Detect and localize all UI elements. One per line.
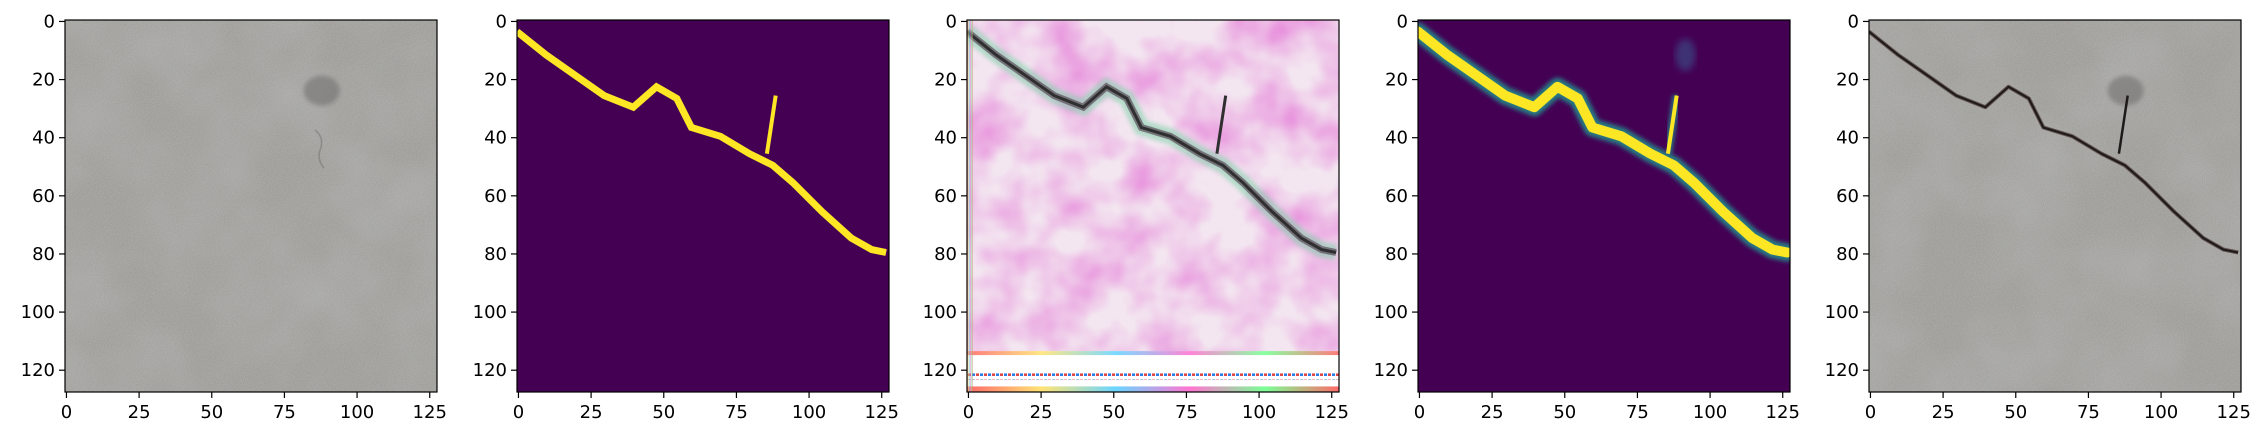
y-tick-label: 20 <box>1836 70 1859 91</box>
panel-1: 0 25 50 75 100 125 0 20 40 60 80 100 120 <box>21 11 447 423</box>
y-tick-label: 40 <box>484 128 507 149</box>
x-tick-label: 125 <box>865 402 899 423</box>
x-tick-label: 25 <box>1481 402 1504 423</box>
x-tick-label: 100 <box>2144 402 2178 423</box>
panel-2: 0 25 50 75 100 125 0 20 40 60 80 100 120 <box>473 11 899 423</box>
x-tick-label: 0 <box>513 402 524 423</box>
y-tick-label: 0 <box>496 11 507 32</box>
y-tick-label: 100 <box>21 302 55 323</box>
y-tick-label: 80 <box>934 244 957 265</box>
y-tick-label: 80 <box>32 244 55 265</box>
panel-image-2 <box>517 20 889 392</box>
x-tick-label: 100 <box>340 402 374 423</box>
y-tick-label: 120 <box>1825 360 1859 381</box>
panel-image-1 <box>65 20 437 392</box>
y-tick-label: 0 <box>44 11 55 32</box>
y-tick-label: 120 <box>923 360 957 381</box>
y-tick-label: 120 <box>1374 360 1408 381</box>
x-tick-label: 25 <box>1030 402 1053 423</box>
x-tick-label: 50 <box>652 402 675 423</box>
x-tick-label: 100 <box>1242 402 1276 423</box>
x-tick-label: 50 <box>2004 402 2027 423</box>
x-tick-label: 25 <box>128 402 151 423</box>
y-tick-label: 120 <box>21 360 55 381</box>
y-tick-label: 80 <box>484 244 507 265</box>
x-tick-label: 0 <box>963 402 974 423</box>
x-tick-label: 0 <box>61 402 72 423</box>
x-tick-label: 50 <box>200 402 223 423</box>
axes-frame <box>516 19 890 393</box>
x-tick-label: 75 <box>2077 402 2100 423</box>
y-tick-label: 20 <box>484 70 507 91</box>
panel-5: 0 25 50 75 100 125 0 20 40 60 80 100 120 <box>1825 11 2251 423</box>
x-tick-label: 100 <box>792 402 826 423</box>
panel-4: 0 25 50 75 100 125 0 20 40 60 80 100 120 <box>1374 11 1800 423</box>
axes-frame <box>966 19 1340 393</box>
x-tick-label: 25 <box>580 402 603 423</box>
y-tick-label: 20 <box>1385 70 1408 91</box>
x-tick-label: 125 <box>413 402 447 423</box>
axes-frame <box>1868 19 2242 393</box>
y-tick-label: 60 <box>1836 186 1859 207</box>
crack-mask-branch <box>764 95 778 154</box>
y-tick-label: 80 <box>1836 244 1859 265</box>
y-tick-label: 100 <box>473 302 507 323</box>
panel-image-5 <box>1869 20 2241 392</box>
y-tick-label: 40 <box>1385 128 1408 149</box>
y-tick-label: 0 <box>1848 11 1859 32</box>
x-tick-label: 0 <box>1414 402 1425 423</box>
x-tick-label: 75 <box>273 402 296 423</box>
panel-image-4 <box>1418 20 1790 392</box>
y-tick-label: 40 <box>934 128 957 149</box>
y-tick-label: 60 <box>484 186 507 207</box>
x-tick-label: 50 <box>1553 402 1576 423</box>
y-tick-label: 40 <box>32 128 55 149</box>
panel-image-3 <box>967 20 1339 392</box>
axes-frame <box>1417 19 1791 393</box>
y-tick-label: 60 <box>32 186 55 207</box>
y-tick-label: 60 <box>1385 186 1408 207</box>
x-tick-label: 25 <box>1932 402 1955 423</box>
y-tick-label: 20 <box>934 70 957 91</box>
y-tick-label: 120 <box>473 360 507 381</box>
x-tick-label: 50 <box>1102 402 1125 423</box>
x-tick-label: 75 <box>1175 402 1198 423</box>
y-tick-label: 60 <box>934 186 957 207</box>
y-tick-label: 0 <box>946 11 957 32</box>
x-tick-label: 125 <box>2217 402 2251 423</box>
crack-mask-line <box>517 28 887 256</box>
y-tick-label: 80 <box>1385 244 1408 265</box>
x-tick-label: 0 <box>1865 402 1876 423</box>
y-tick-label: 100 <box>1825 302 1859 323</box>
x-tick-label: 75 <box>1626 402 1649 423</box>
y-tick-label: 40 <box>1836 128 1859 149</box>
axes-frame <box>64 19 438 393</box>
x-tick-label: 75 <box>725 402 748 423</box>
y-tick-label: 20 <box>32 70 55 91</box>
x-tick-label: 125 <box>1766 402 1800 423</box>
prediction-line <box>1418 26 1790 258</box>
y-tick-label: 100 <box>1374 302 1408 323</box>
x-tick-label: 100 <box>1693 402 1727 423</box>
y-tick-label: 100 <box>923 302 957 323</box>
x-tick-label: 125 <box>1315 402 1349 423</box>
panel-3: 0 25 50 75 100 125 0 20 40 60 80 100 120 <box>923 11 1349 423</box>
y-tick-label: 0 <box>1397 11 1408 32</box>
